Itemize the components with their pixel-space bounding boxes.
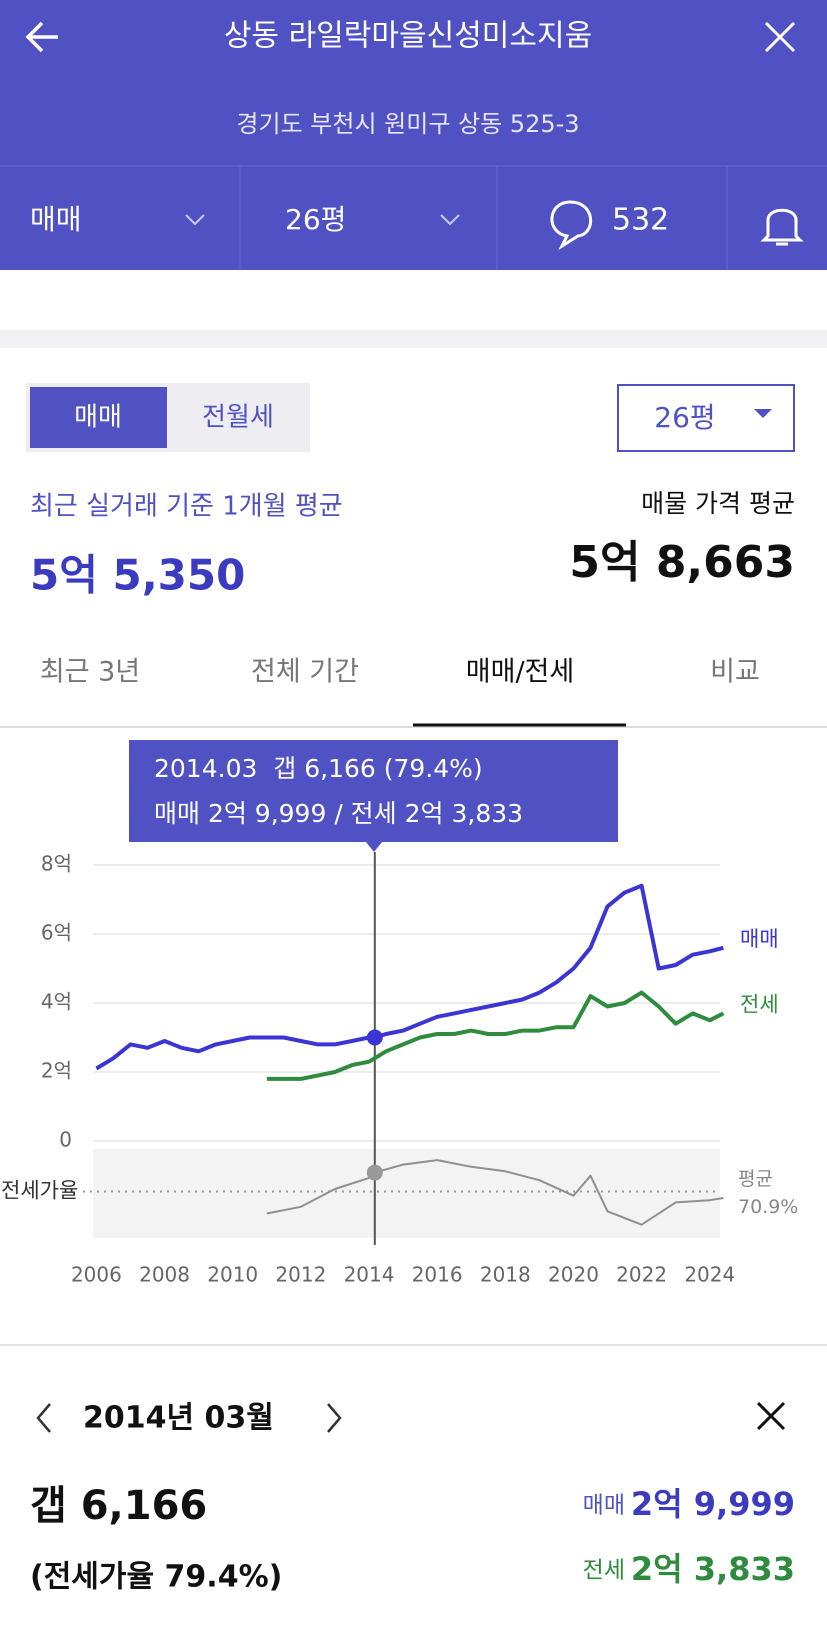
dropdown-arrow	[754, 409, 772, 418]
size-select[interactable]	[617, 384, 795, 452]
tooltip-line: 매매 2억 9,999 / 전세 2억 3,833	[154, 799, 523, 828]
chevron	[440, 214, 460, 226]
size-filter[interactable]: 26평	[285, 203, 346, 236]
page-title: 상동 라일락마을신성미소지움	[224, 19, 592, 54]
trade-type[interactable]: 매매	[30, 203, 82, 236]
detail-jeonse-value: 2억 3,833	[631, 1550, 795, 1588]
x-tick-label: 2006	[71, 1263, 122, 1287]
listing-label: 매물 가격 평균	[641, 489, 795, 518]
chart: 0 2억 4억 6억 8억 2006 2008 2010 2012 2014 2016 2018 202…	[1, 852, 798, 1287]
x-tick-label: 2012	[275, 1263, 326, 1287]
x-tick-label: 2014	[344, 1263, 395, 1287]
close-button[interactable]	[764, 21, 796, 53]
detail-close[interactable]	[756, 1401, 786, 1431]
y-tick-label: 0	[59, 1128, 72, 1152]
y-tick-label: 6억	[41, 921, 72, 945]
detail-sale-label: 매매	[583, 1493, 625, 1519]
series-line	[266, 1159, 724, 1226]
tooltip-line: 2014.03 갭 6,166 (79.4%)	[154, 754, 483, 783]
cursor-point	[366, 1029, 383, 1046]
series-line	[95, 883, 724, 1071]
x-tick-label: 2024	[684, 1263, 735, 1287]
toggle-option[interactable]: 전월세	[202, 403, 274, 433]
average-label: 70.9%	[738, 1196, 798, 1218]
average-title: 평균	[738, 1168, 773, 1190]
y-tick-label: 4억	[41, 990, 72, 1014]
x-tick-label: 2010	[207, 1263, 258, 1287]
y-tick-label: 2억	[41, 1059, 72, 1083]
legend-label: 전세	[740, 992, 779, 1016]
header-bg	[0, 0, 827, 270]
detail-jeonse-label: 전세	[583, 1558, 625, 1584]
x-tick-label: 2018	[480, 1263, 531, 1287]
address: 경기도 부천시 원미구 상동 525-3	[236, 110, 579, 138]
tooltip-pointer	[366, 842, 382, 852]
alarm-icon[interactable]	[760, 208, 804, 246]
y-axis-label: 전세가율	[1, 1178, 78, 1202]
recent-value: 5억 5,350	[30, 551, 245, 600]
toggle-option[interactable]: 매매	[74, 403, 122, 433]
tooltip	[129, 740, 618, 842]
back-button[interactable]	[25, 21, 58, 53]
cursor-point	[366, 1164, 383, 1181]
series-line	[266, 990, 725, 1081]
toggle-active[interactable]	[30, 387, 167, 448]
tab[interactable]: 비교	[710, 657, 760, 688]
recent-label: 최근 실거래 기준 1개월 평균	[30, 492, 343, 522]
detail-ratio: (전세가율 79.4%)	[30, 1560, 282, 1595]
x-tick-label: 2022	[616, 1263, 667, 1287]
detail-gap: 갭 6,166	[30, 1483, 207, 1529]
x-tick-label: 2020	[548, 1263, 599, 1287]
x-tick-label: 2008	[139, 1263, 190, 1287]
next-button[interactable]	[327, 1403, 342, 1433]
y-tick-label: 8억	[41, 852, 72, 876]
ratio-panel-bg	[93, 1149, 720, 1238]
comment-count[interactable]: 532	[612, 203, 669, 238]
detail-date: 2014년 03월	[83, 1401, 274, 1436]
x-tick-label: 2016	[412, 1263, 463, 1287]
listing-value: 5억 8,663	[569, 537, 795, 588]
section-gap	[0, 330, 827, 348]
chevron	[185, 214, 205, 226]
tab[interactable]: 전체 기간	[251, 657, 359, 688]
prev-button[interactable]	[36, 1403, 51, 1433]
tab[interactable]: 최근 3년	[40, 657, 140, 688]
size-select-value[interactable]: 26평	[654, 401, 715, 434]
legend-label: 매매	[740, 927, 779, 951]
comment-icon[interactable]	[550, 200, 593, 251]
filter-bar: 매매 26평 532	[30, 166, 804, 270]
tab-active[interactable]: 매매/전세	[466, 657, 574, 688]
detail-sale-value: 2억 9,999	[631, 1485, 795, 1523]
